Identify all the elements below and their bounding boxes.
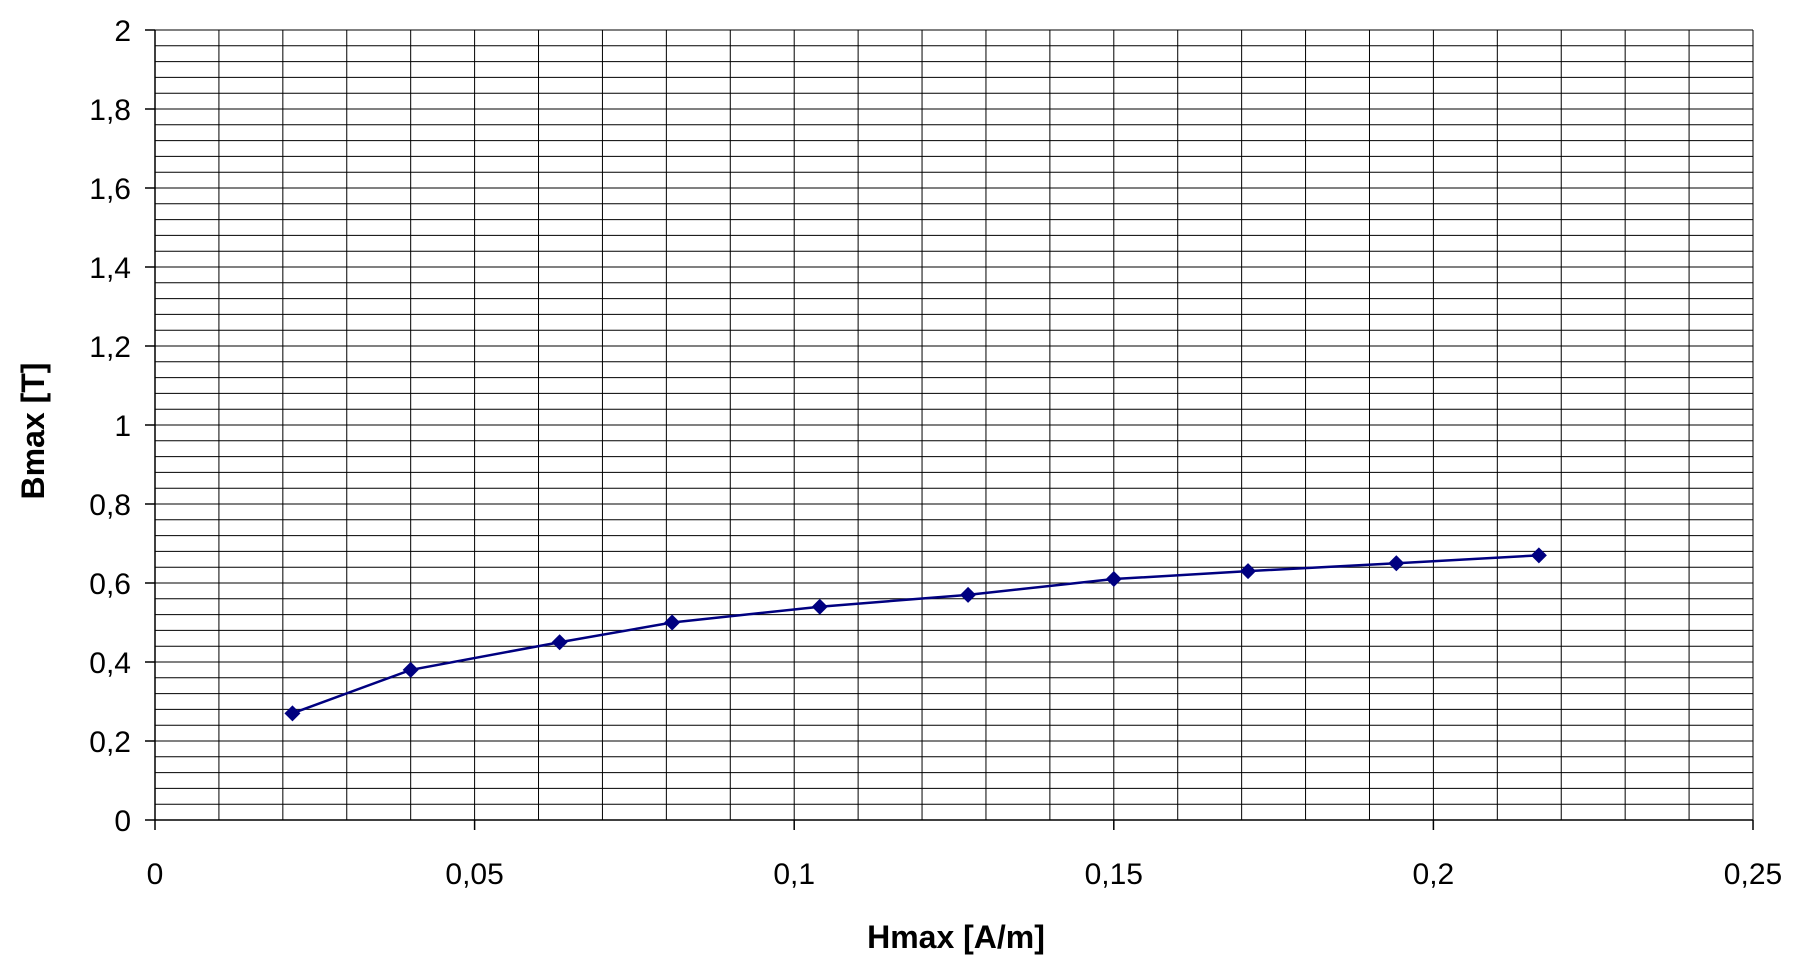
y-tick-label: 0,4 (89, 647, 131, 680)
y-axis-title: Bmax [T] (15, 363, 51, 500)
x-tick-label: 0,1 (773, 858, 815, 891)
data-point (402, 661, 419, 678)
y-tick-label: 1,6 (89, 173, 131, 206)
y-tick-label: 1 (114, 410, 131, 443)
x-axis-title: Hmax [A/m] (867, 919, 1045, 955)
series (284, 547, 1547, 722)
data-point (811, 598, 828, 615)
data-point (1530, 547, 1547, 564)
y-tick-label: 1,2 (89, 331, 131, 364)
tick-labels: 0 0,2 0,4 0,6 0,8 1 1,2 1,4 1,6 1,8 2 0 0,05 0,1 0,15 0… (89, 15, 1782, 891)
series-line (291, 554, 1539, 715)
y-tick-label: 0 (114, 805, 131, 838)
y-tick-label: 1,8 (89, 94, 131, 127)
data-point (1388, 555, 1405, 572)
x-tick-label: 0,2 (1413, 858, 1455, 891)
data-point (1105, 571, 1122, 588)
data-point (664, 614, 681, 631)
y-tick-label: 1,4 (89, 252, 131, 285)
y-tick-label: 2 (114, 15, 131, 48)
data-point (284, 705, 301, 722)
y-tick-label: 0,8 (89, 489, 131, 522)
y-tick-label: 0,6 (89, 568, 131, 601)
data-point (1240, 563, 1257, 580)
x-tick-label: 0 (147, 858, 164, 891)
x-tick-label: 0,15 (1085, 858, 1143, 891)
axes (145, 29, 1754, 830)
grid (155, 29, 1754, 820)
data-point (551, 634, 568, 651)
data-point (960, 586, 977, 603)
y-tick-label: 0,2 (89, 726, 131, 759)
x-tick-label: 0,05 (445, 858, 503, 891)
x-tick-label: 0,25 (1724, 858, 1782, 891)
